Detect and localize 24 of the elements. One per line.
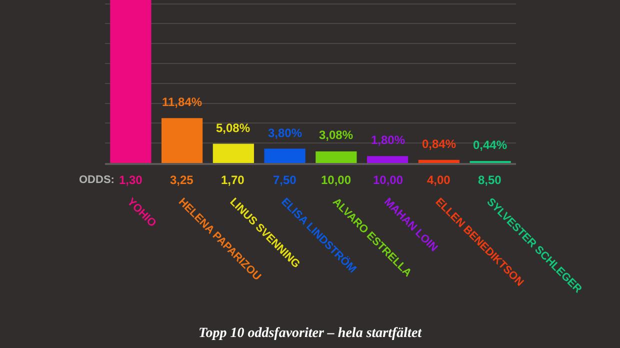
data-label: 1,80% [371,133,406,147]
bar [264,148,306,163]
bar [162,118,203,163]
data-label: 5,08% [216,121,250,135]
data-label: 3,08% [319,128,354,142]
text: 10,00 [373,173,404,187]
text: 8,50 [478,173,502,187]
bar [110,0,152,163]
text: 4,00 [427,173,451,187]
text: 3,25 [170,173,194,187]
text: 10,00 [321,173,352,187]
bar [418,160,460,163]
text: 1,30 [119,173,143,187]
bar [212,144,254,163]
data-label: 0,44% [473,138,508,152]
data-label: 0,84% [422,137,456,151]
data-label: 3,80% [268,126,302,140]
text: Topp 10 oddsfavoriter – hela startfältet [198,326,423,341]
bar [316,151,357,163]
bar [367,156,408,163]
text: 1,70 [221,173,245,187]
text: ODDS: [79,174,114,186]
data-label: 11,84% [162,95,202,109]
text: 7,50 [273,173,297,187]
